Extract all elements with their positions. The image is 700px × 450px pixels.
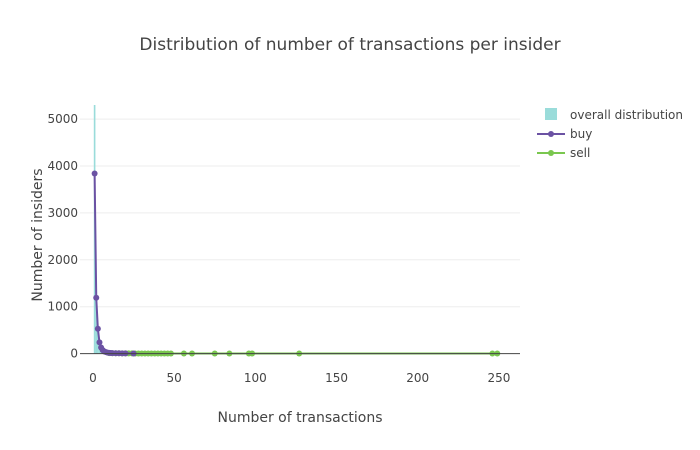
y-tick-label: 0 <box>70 347 78 361</box>
plot-area <box>91 105 501 357</box>
x-tick-label: 250 <box>487 371 510 385</box>
y-tick-label: 5000 <box>47 112 78 126</box>
x-tick-label: 0 <box>89 371 97 385</box>
axes: 0 1000 2000 3000 4000 5000 0 50 100 150 200 250 <box>47 112 520 385</box>
y-axis-title: Number of insiders <box>30 168 46 301</box>
legend-label: overall distribution <box>570 108 683 122</box>
legend-label: buy <box>570 127 592 141</box>
x-tick-label: 50 <box>167 371 182 385</box>
legend: overall distribution buy sell <box>537 108 683 160</box>
histogram-bar <box>95 290 98 354</box>
x-axis-title: Number of transactions <box>217 410 382 426</box>
y-tick-label: 2000 <box>47 253 78 267</box>
chart-title: Distribution of number of transactions p… <box>139 35 560 55</box>
x-tick-label: 100 <box>244 371 267 385</box>
legend-marker-buy <box>548 131 554 137</box>
data-point-buy <box>91 170 98 177</box>
series-buy <box>91 170 137 357</box>
legend-label: sell <box>570 146 590 160</box>
series-line-buy <box>93 173 134 355</box>
x-tick-label: 150 <box>325 371 348 385</box>
grid <box>80 118 520 308</box>
data-point-buy <box>94 325 101 332</box>
legend-marker-sell <box>548 150 554 156</box>
y-tick-label: 4000 <box>47 159 78 173</box>
x-tick-label: 200 <box>406 371 429 385</box>
data-point-buy <box>93 294 100 301</box>
legend-swatch-overall-distribution <box>545 108 557 120</box>
y-tick-label: 3000 <box>47 206 78 220</box>
y-tick-label: 1000 <box>47 300 78 314</box>
data-point-buy <box>96 339 103 346</box>
